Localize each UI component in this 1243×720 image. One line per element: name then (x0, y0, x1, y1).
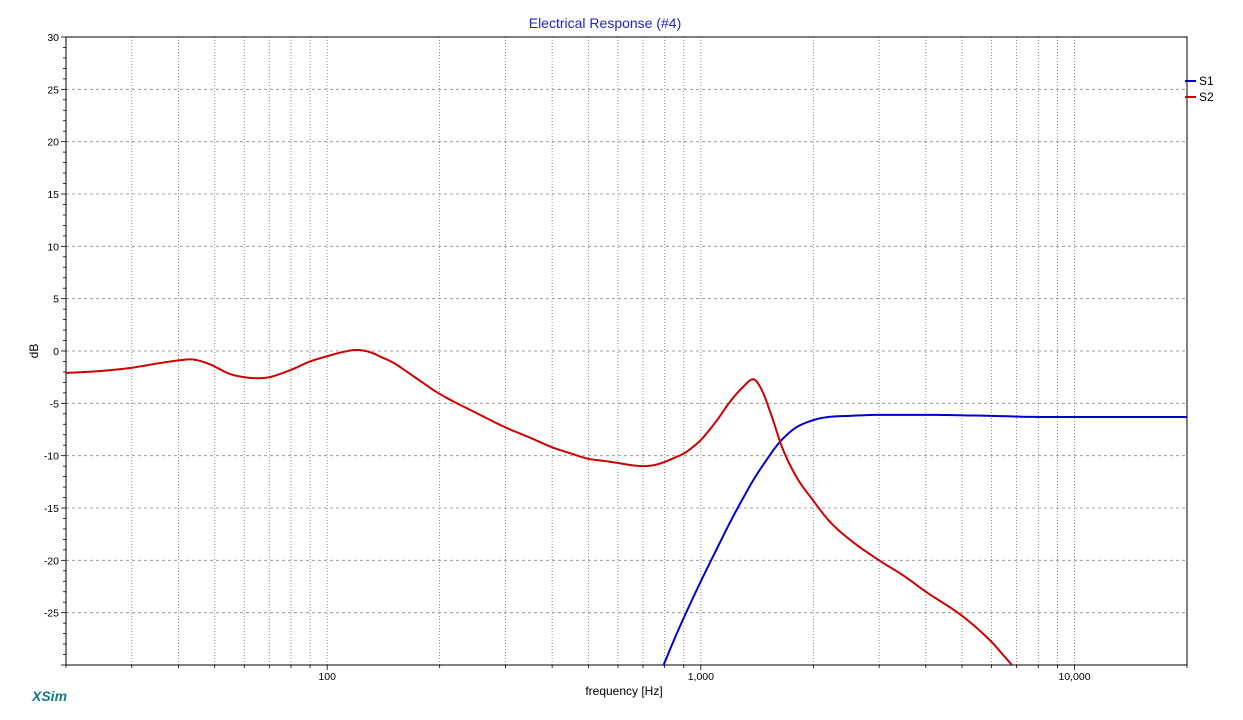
grid (66, 37, 1187, 665)
y-tick-label: 30 (47, 32, 59, 44)
series-line-s1 (662, 413, 1187, 666)
y-tick-label: -25 (44, 608, 59, 620)
y-tick-label: -10 (44, 451, 59, 463)
x-tick-label: 1,000 (688, 671, 714, 683)
y-tick-label: 0 (53, 346, 59, 358)
xsim-logo-text: XSim (31, 688, 67, 704)
x-tick-label: 10,000 (1058, 671, 1090, 683)
x-axis-ticks: 100 1,000 10,000 (65, 665, 1188, 683)
y-tick-label: -15 (44, 503, 59, 515)
y-tick-label: 15 (47, 189, 59, 201)
x-tick-label: 100 (318, 671, 336, 683)
series-line-s2 (65, 348, 1013, 666)
y-tick-label: 5 (53, 294, 59, 306)
legend-label-s1: S1 (1199, 74, 1214, 88)
y-tick-label: -5 (50, 398, 59, 410)
y-tick-label: 10 (47, 241, 59, 253)
x-axis-label: frequency [Hz] (585, 684, 662, 698)
y-tick-label: 20 (47, 137, 59, 149)
y-axis-label: dB (27, 344, 41, 359)
legend-label-s2: S2 (1199, 90, 1214, 104)
chart-title: Electrical Response (#4) (529, 15, 682, 31)
y-tick-label: 25 (47, 84, 59, 96)
y-axis-ticks: 30 25 20 15 10 5 0 -5 -10 -15 -20 -25 (44, 32, 66, 666)
y-tick-label: -20 (44, 555, 59, 567)
series-lines (65, 348, 1187, 666)
